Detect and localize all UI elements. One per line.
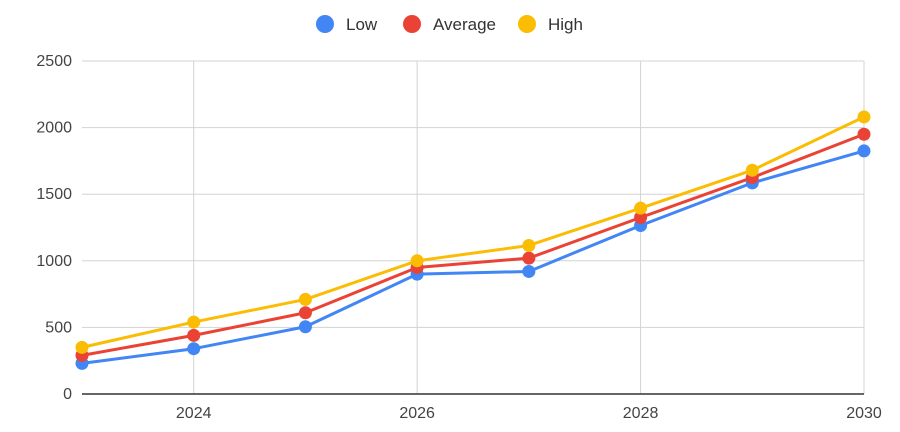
y-tick-label: 2000: [36, 120, 72, 137]
data-point-average: [187, 328, 201, 342]
data-point-average: [857, 127, 871, 141]
data-point-high: [745, 163, 759, 177]
data-point-high: [298, 292, 312, 306]
y-tick-label: 0: [63, 386, 72, 403]
series-line-average: [81, 132, 865, 357]
x-tick-label: 2024: [176, 405, 212, 422]
legend-marker-low: [316, 15, 334, 33]
series-line-low: [81, 149, 865, 365]
data-point-high: [634, 201, 648, 215]
data-point-high: [522, 238, 536, 252]
data-point-high: [187, 315, 201, 329]
y-tick-label: 1000: [36, 253, 72, 270]
legend-label-average: Average: [433, 15, 496, 34]
series-group: [75, 110, 871, 370]
data-point-high: [410, 254, 424, 268]
x-tick-label: 2030: [846, 405, 882, 422]
legend: Low Average High: [316, 15, 583, 34]
data-point-average: [634, 211, 648, 225]
x-tick-label: 2026: [399, 405, 435, 422]
x-tick-label: 2028: [623, 405, 659, 422]
data-point-average: [298, 306, 312, 320]
y-tick-label: 1500: [36, 186, 72, 203]
y-tick-label: 2500: [36, 53, 72, 70]
data-point-low: [187, 342, 201, 356]
legend-marker-high: [518, 15, 536, 33]
data-point-high: [75, 340, 89, 354]
series-line-high: [81, 115, 865, 349]
data-point-high: [857, 110, 871, 124]
legend-label-high: High: [548, 15, 583, 34]
grid: [82, 60, 865, 394]
legend-label-low: Low: [346, 15, 378, 34]
data-point-low: [522, 264, 536, 278]
y-tick-label: 500: [45, 319, 72, 336]
data-point-low: [298, 320, 312, 334]
legend-marker-average: [403, 15, 421, 33]
data-point-low: [857, 144, 871, 158]
x-axis: 2024 2026 2028 2030: [82, 393, 882, 422]
y-axis: 0 500 1000 1500 2000 2500: [36, 53, 72, 403]
data-point-average: [522, 251, 536, 265]
